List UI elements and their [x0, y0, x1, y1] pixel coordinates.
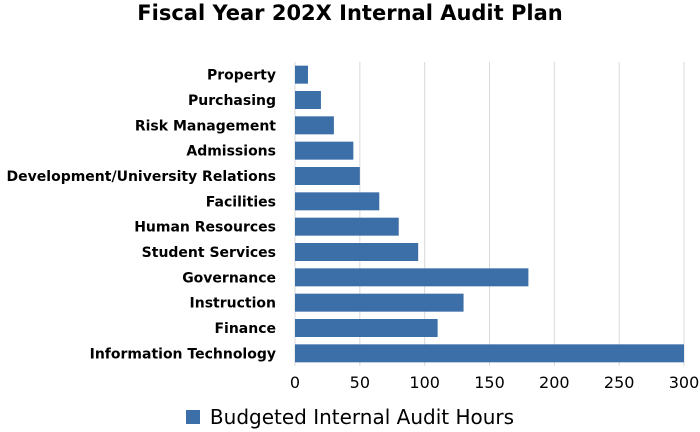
x-tick-label: 200	[539, 373, 570, 392]
x-tick-label: 100	[409, 373, 440, 392]
x-tick-label: 50	[350, 373, 370, 392]
x-tick-label: 150	[474, 373, 505, 392]
bar	[295, 344, 684, 363]
bar	[295, 268, 529, 287]
legend-swatch	[185, 410, 200, 424]
category-label: Instruction	[190, 296, 276, 312]
bar	[295, 167, 360, 185]
bar	[295, 141, 354, 160]
category-label: Student Services	[142, 245, 276, 261]
bar	[295, 192, 380, 211]
bar	[295, 319, 438, 337]
bar	[295, 91, 321, 109]
category-label: Information Technology	[90, 346, 276, 362]
x-tick-label: 250	[604, 373, 635, 392]
bar	[295, 243, 419, 261]
category-label: Human Resources	[134, 220, 276, 236]
x-tick-label: 300	[669, 373, 700, 392]
x-tick-labels: 0 50 100 150 200 250 300	[290, 373, 699, 392]
legend-label: Budgeted Internal Audit Hours	[209, 405, 515, 429]
category-label: Admissions	[186, 144, 276, 160]
category-label: Facilities	[206, 194, 276, 210]
bar	[295, 293, 464, 312]
category-label: Purchasing	[188, 93, 276, 109]
category-label: Development/University Relations	[7, 169, 276, 185]
x-tick-label: 0	[290, 373, 300, 392]
bar	[295, 65, 308, 84]
bars	[295, 65, 684, 363]
bar	[295, 116, 334, 135]
bar	[295, 217, 399, 236]
chart-title: Fiscal Year 202X Internal Audit Plan	[137, 1, 563, 25]
grid-lines	[294, 62, 685, 366]
category-label: Governance	[182, 270, 276, 286]
category-labels: Property Purchasing Risk Management Admissi…	[7, 68, 277, 363]
category-label: Risk Management	[135, 118, 276, 134]
category-label: Finance	[214, 321, 276, 337]
legend: Budgeted Internal Audit Hours	[0, 404, 700, 430]
category-label: Property	[207, 68, 276, 84]
